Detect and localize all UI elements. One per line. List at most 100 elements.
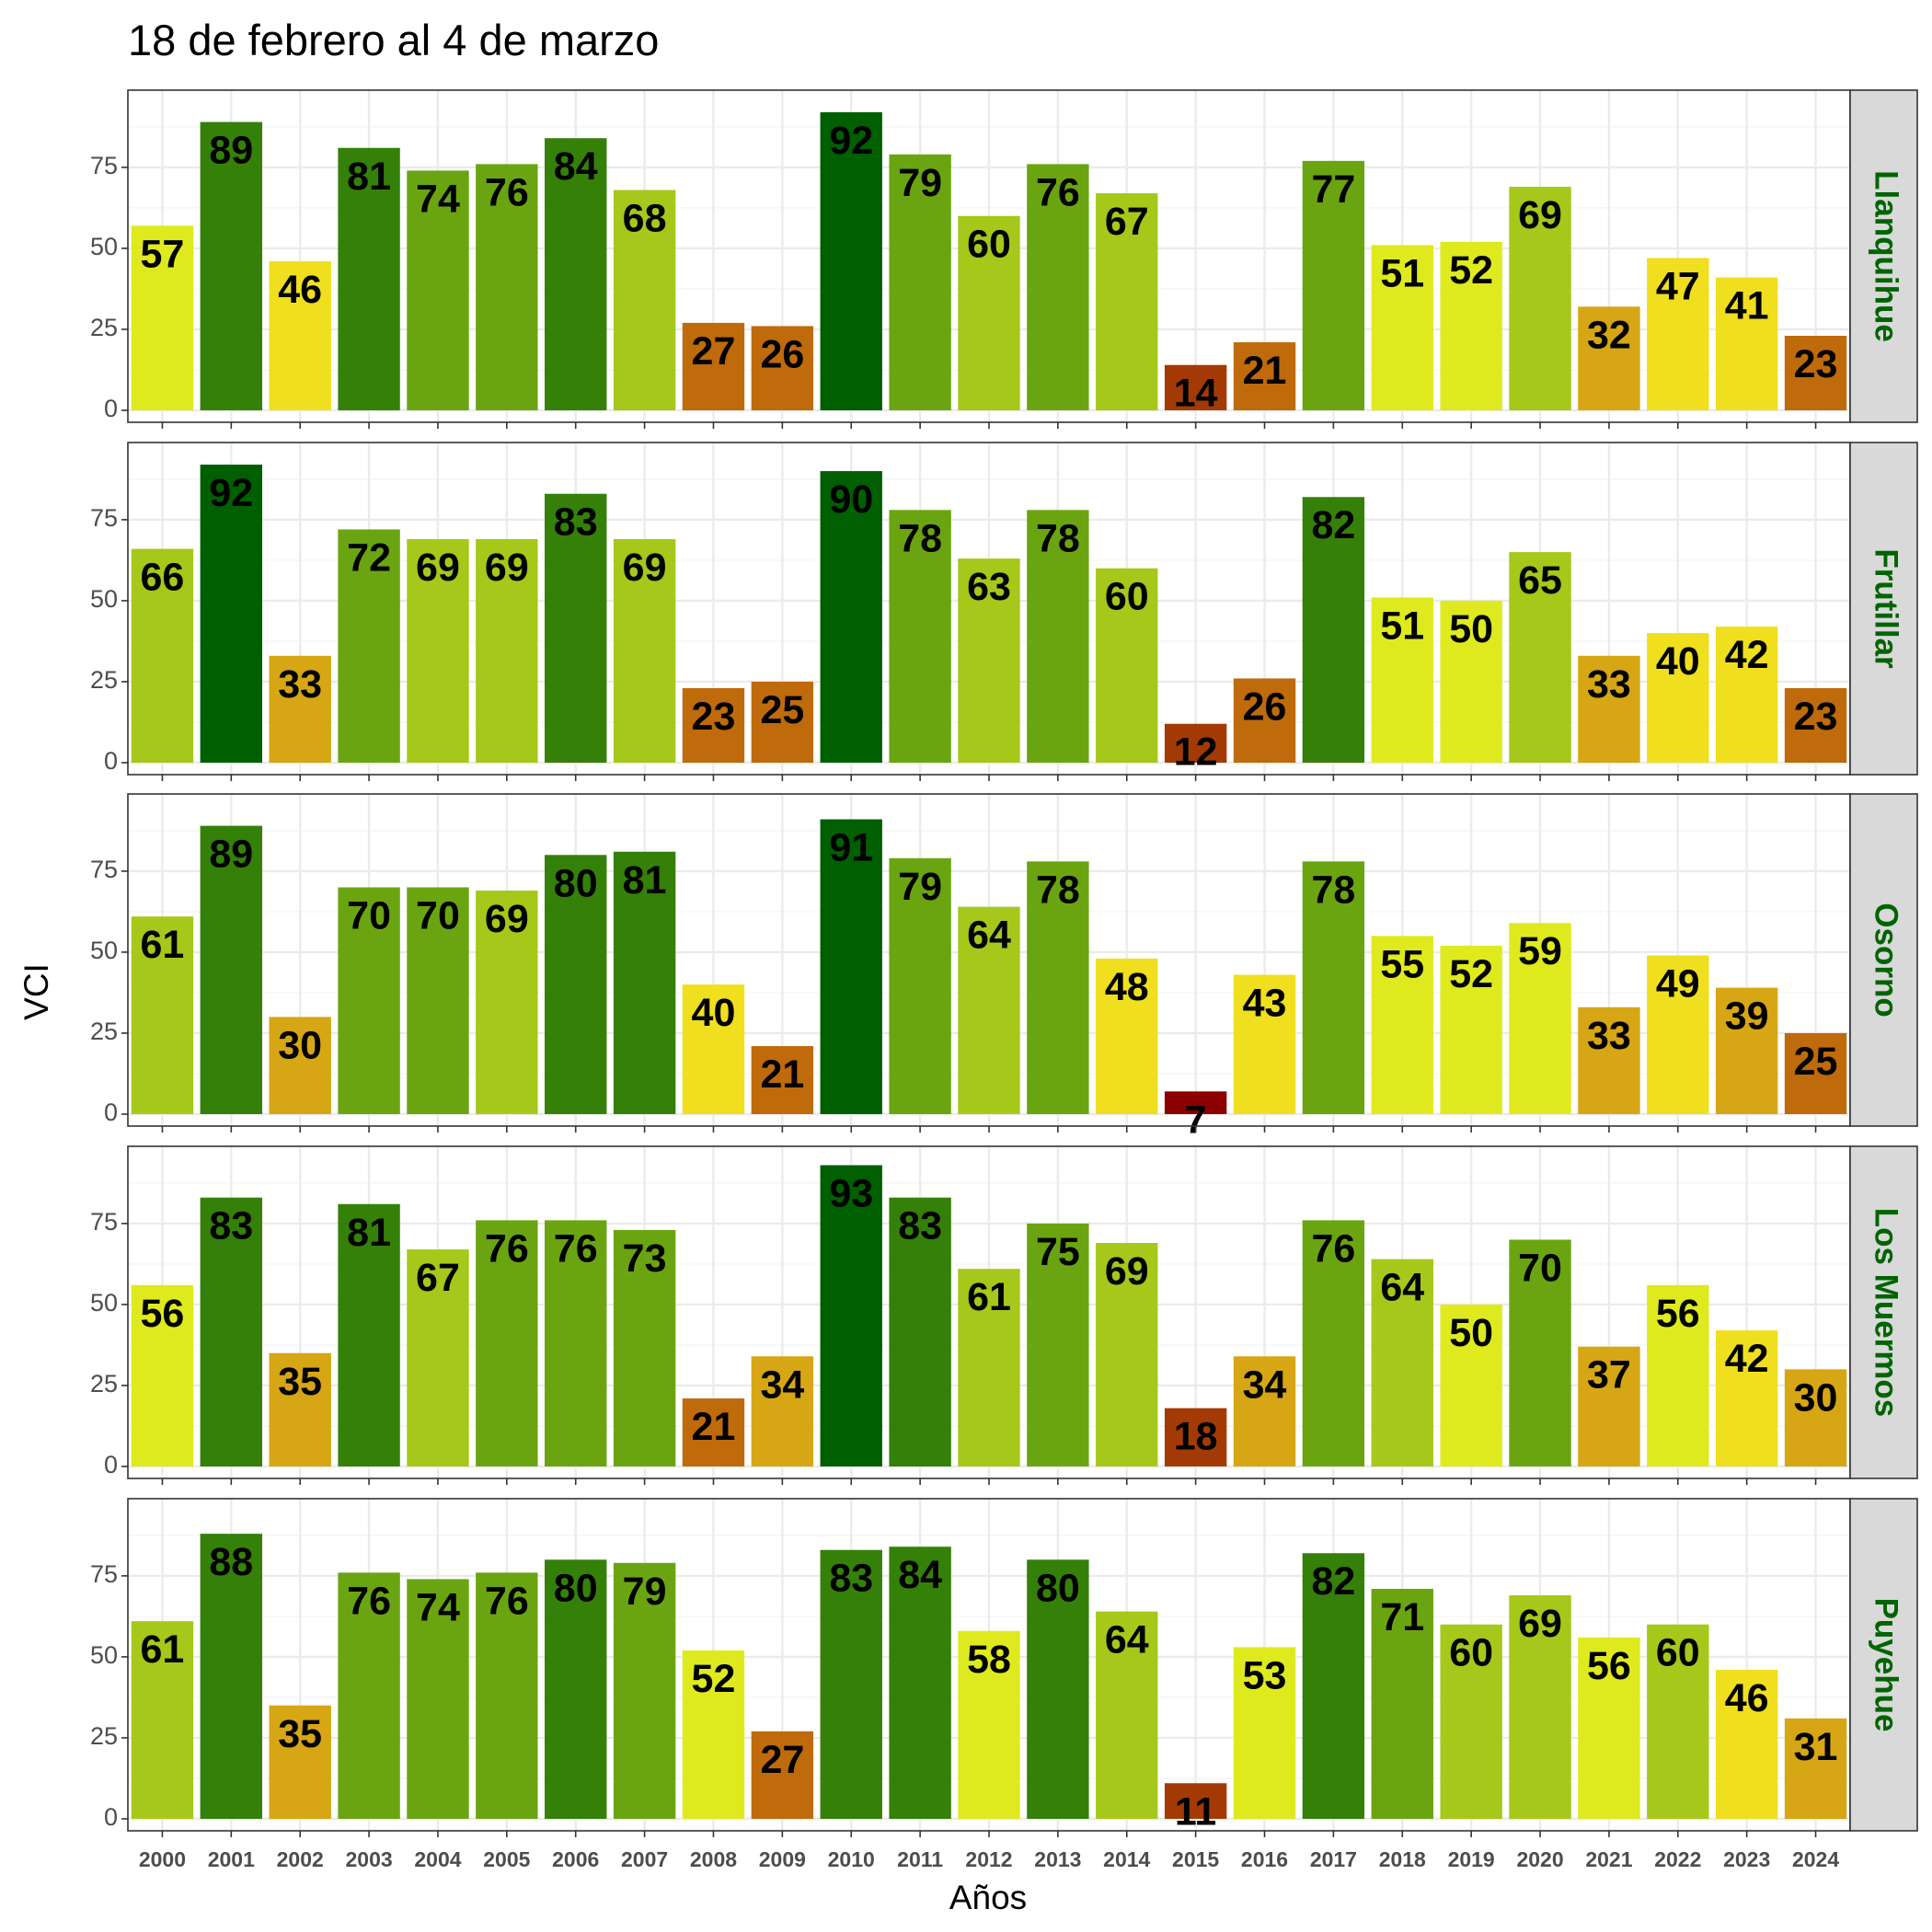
data-label: 37 bbox=[1587, 1353, 1631, 1397]
data-label: 81 bbox=[347, 1211, 391, 1255]
bar-frutillar-2004 bbox=[407, 539, 469, 763]
data-label: 56 bbox=[1587, 1644, 1631, 1688]
bar-llanquihue-2019 bbox=[1440, 241, 1502, 410]
bar-frutillar-2015 bbox=[1164, 723, 1227, 763]
data-label: 42 bbox=[1725, 633, 1769, 677]
bar-frutillar-2008 bbox=[682, 688, 745, 763]
bar-osorno-2005 bbox=[476, 891, 538, 1114]
data-label: 78 bbox=[1036, 516, 1080, 560]
bar-frutillar-2009 bbox=[751, 681, 814, 763]
data-label: 91 bbox=[829, 826, 873, 870]
bar-frutillar-2005 bbox=[476, 539, 538, 763]
y-tick-label: 0 bbox=[104, 747, 118, 775]
data-label: 51 bbox=[1380, 604, 1424, 648]
x-tick-label: 2001 bbox=[208, 1847, 255, 1871]
data-label: 33 bbox=[1587, 662, 1631, 707]
bar-los-muermos-2022 bbox=[1647, 1284, 1709, 1466]
facet-panel-llanquihue: 0 25 50 75 57 89 46 81 74 76 84 68 27 26 92 79 60 76 67 14 2… bbox=[90, 89, 1918, 429]
facet-panel-puyehue: 0 25 50 75 61 88 35 76 74 76 80 79 52 27 83 84 58 80 64 11 5… bbox=[90, 1498, 1918, 1837]
data-label: 49 bbox=[1656, 961, 1700, 1006]
data-label: 21 bbox=[760, 1052, 804, 1097]
facet-panel-frutillar: 0 25 50 75 66 92 33 72 69 69 83 69 23 25 90 78 63 78 60 12 2… bbox=[90, 442, 1918, 781]
data-label: 18 bbox=[1174, 1415, 1218, 1459]
x-tick-label: 2002 bbox=[277, 1847, 324, 1871]
data-label: 77 bbox=[1311, 167, 1355, 212]
y-tick-label: 25 bbox=[90, 1370, 118, 1397]
bar-puyehue-2011 bbox=[889, 1547, 951, 1819]
bar-llanquihue-2007 bbox=[613, 190, 676, 410]
data-label: 46 bbox=[1725, 1676, 1769, 1720]
bar-puyehue-2015 bbox=[1164, 1783, 1227, 1819]
bar-los-muermos-2002 bbox=[269, 1352, 331, 1466]
facet-panel-osorno: 0 25 50 75 61 89 30 70 70 69 80 81 40 21 91 79 64 78 48 7 43… bbox=[90, 793, 1918, 1142]
data-label: 92 bbox=[209, 471, 253, 515]
bar-puyehue-2002 bbox=[269, 1705, 331, 1819]
bar-puyehue-2020 bbox=[1509, 1595, 1571, 1819]
data-label: 69 bbox=[1518, 193, 1562, 237]
bar-los-muermos-2003 bbox=[338, 1203, 400, 1466]
bar-puyehue-2017 bbox=[1302, 1553, 1365, 1819]
data-label: 76 bbox=[485, 1579, 529, 1623]
data-label: 78 bbox=[898, 516, 942, 560]
x-tick-label: 2020 bbox=[1516, 1847, 1563, 1871]
x-tick-label: 2014 bbox=[1103, 1847, 1150, 1871]
bar-llanquihue-2011 bbox=[889, 154, 951, 410]
data-label: 88 bbox=[209, 1540, 253, 1584]
y-tick-label: 50 bbox=[90, 1641, 118, 1669]
bar-frutillar-2011 bbox=[889, 510, 951, 763]
data-label: 33 bbox=[278, 662, 322, 707]
facet-strip-label: Frutillar bbox=[1868, 548, 1903, 669]
data-label: 81 bbox=[623, 858, 667, 903]
facet-strip bbox=[1849, 1145, 1918, 1479]
bar-llanquihue-2015 bbox=[1164, 364, 1227, 410]
x-tick-label: 2011 bbox=[897, 1847, 943, 1871]
data-label: 76 bbox=[1311, 1226, 1355, 1271]
bar-osorno-2024 bbox=[1784, 1032, 1847, 1114]
y-tick-label: 50 bbox=[90, 1289, 118, 1317]
bar-puyehue-2013 bbox=[1027, 1559, 1089, 1819]
bar-frutillar-2007 bbox=[613, 539, 676, 763]
bar-los-muermos-2014 bbox=[1096, 1243, 1158, 1466]
x-tick-label: 2009 bbox=[759, 1847, 806, 1871]
data-label: 21 bbox=[1243, 349, 1287, 393]
data-label: 14 bbox=[1174, 372, 1218, 416]
bar-frutillar-2023 bbox=[1715, 627, 1778, 763]
bar-los-muermos-2009 bbox=[751, 1356, 814, 1466]
bar-los-muermos-2017 bbox=[1302, 1220, 1365, 1466]
data-label: 34 bbox=[1243, 1363, 1287, 1407]
bar-los-muermos-2005 bbox=[476, 1220, 538, 1466]
bar-frutillar-2000 bbox=[131, 548, 194, 763]
bar-osorno-2006 bbox=[545, 855, 607, 1114]
data-label: 60 bbox=[967, 223, 1011, 267]
x-tick-label: 2015 bbox=[1172, 1847, 1219, 1871]
bar-puyehue-2014 bbox=[1096, 1611, 1158, 1819]
bar-puyehue-2007 bbox=[613, 1562, 676, 1819]
bar-los-muermos-2008 bbox=[682, 1398, 745, 1466]
data-label: 40 bbox=[692, 991, 736, 1035]
data-label: 76 bbox=[347, 1579, 391, 1623]
bar-llanquihue-2016 bbox=[1233, 342, 1296, 410]
facet-strip bbox=[1849, 793, 1918, 1127]
bar-llanquihue-2010 bbox=[820, 112, 882, 411]
bar-los-muermos-2010 bbox=[820, 1165, 882, 1466]
bar-osorno-2021 bbox=[1578, 1006, 1640, 1114]
data-label: 35 bbox=[278, 1712, 322, 1756]
data-label: 23 bbox=[1794, 695, 1838, 739]
data-label: 67 bbox=[1105, 200, 1149, 244]
bar-frutillar-2021 bbox=[1578, 655, 1640, 763]
data-label: 89 bbox=[209, 129, 253, 173]
data-label: 42 bbox=[1725, 1337, 1769, 1381]
bar-los-muermos-2020 bbox=[1509, 1239, 1571, 1466]
bar-los-muermos-2013 bbox=[1027, 1223, 1089, 1466]
bar-osorno-2022 bbox=[1647, 955, 1709, 1114]
bar-los-muermos-2016 bbox=[1233, 1356, 1296, 1466]
data-label: 31 bbox=[1794, 1725, 1838, 1769]
x-tick-label: 2003 bbox=[345, 1847, 392, 1871]
data-label: 82 bbox=[1311, 503, 1355, 547]
bar-llanquihue-2014 bbox=[1096, 193, 1158, 410]
y-tick-label: 25 bbox=[90, 1018, 118, 1045]
bar-llanquihue-2003 bbox=[338, 147, 400, 410]
data-label: 84 bbox=[898, 1553, 942, 1597]
